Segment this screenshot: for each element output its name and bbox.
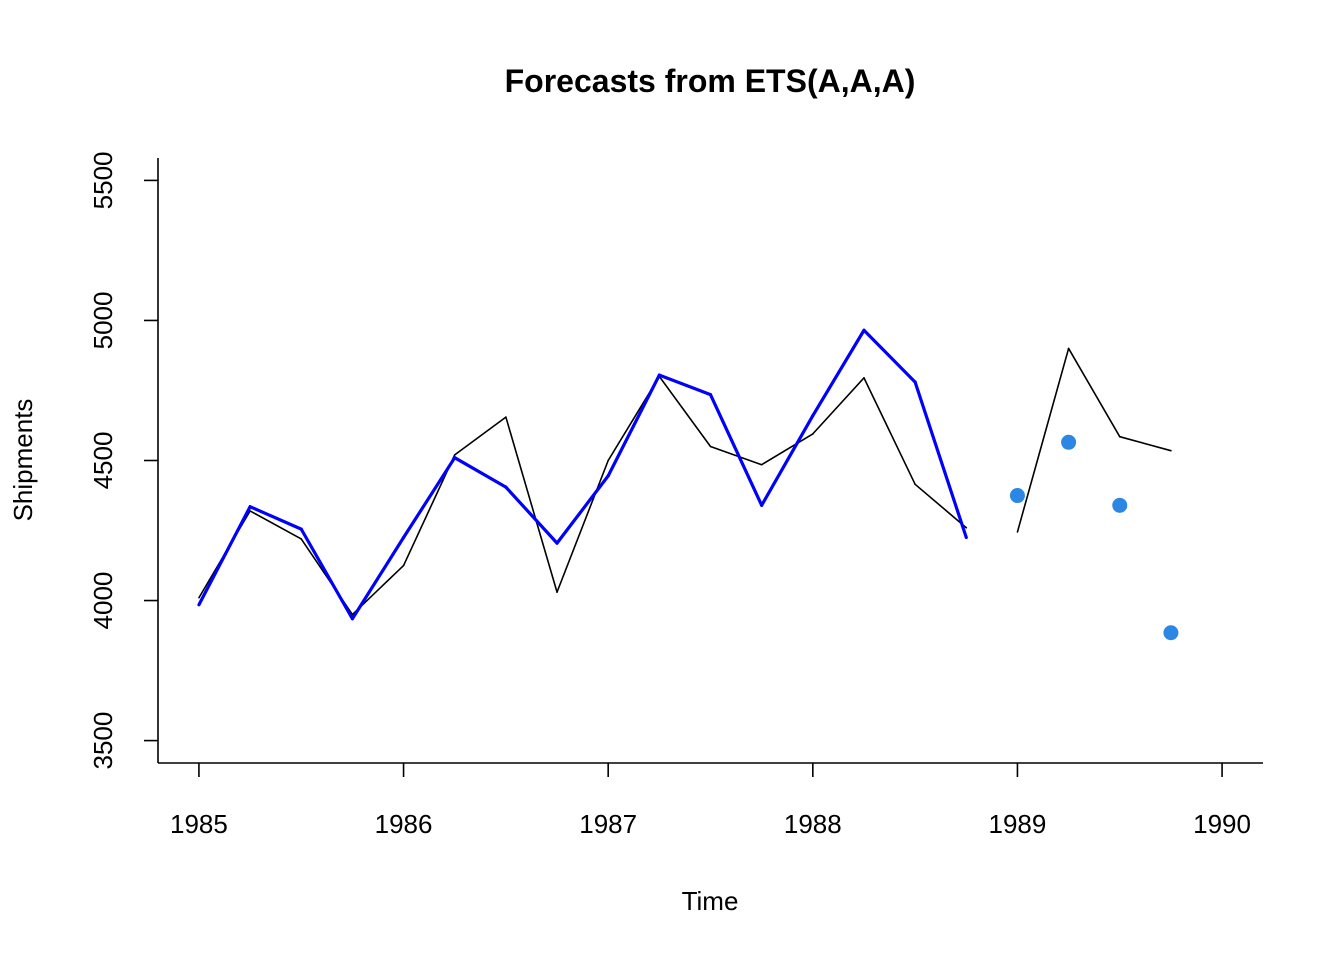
y-tick-label: 5500 (88, 151, 118, 209)
forecast-point (1061, 434, 1077, 450)
actual-shipments-segment (812, 377, 865, 435)
fitted-values-segment (913, 380, 968, 540)
fitted-values-segment (760, 414, 815, 507)
x-axis-title: Time (682, 886, 739, 916)
actual-shipments-segment (1118, 435, 1172, 452)
fitted-values-segment (248, 505, 303, 531)
fitted-values-segment (504, 485, 559, 545)
actual-shipments-segment (1067, 347, 1121, 438)
fitted-values-segment (811, 328, 866, 418)
fitted-values-segment (197, 505, 252, 607)
chart-title: Forecasts from ETS(A,A,A) (505, 63, 916, 99)
x-tick-label: 1987 (579, 809, 637, 839)
x-tick-label: 1988 (784, 809, 842, 839)
y-tick-label: 4500 (88, 432, 118, 490)
fitted-values-segment (862, 328, 917, 384)
actual-shipments-segment (556, 459, 609, 593)
y-tick-label: 4000 (88, 572, 118, 630)
actual-shipments-segment (863, 377, 916, 486)
x-tick-label: 1985 (170, 809, 228, 839)
actual-shipments-segment (709, 445, 763, 466)
forecast-point (1009, 488, 1025, 504)
fitted-values-segment (708, 393, 764, 507)
actual-shipments-segment (249, 510, 303, 540)
x-tick-label: 1989 (989, 809, 1047, 839)
y-axis-title: Shipments (8, 399, 38, 522)
actual-shipments-segment (914, 483, 968, 529)
fitted-values-segment (657, 373, 713, 397)
x-tick-label: 1990 (1193, 809, 1251, 839)
actual-shipments-segment (658, 375, 712, 448)
fitted-values-segment (401, 456, 457, 540)
plot-area: 1985 1986 1987 1988 1989 1990 3500 4000 4500 5000… (88, 151, 1263, 839)
fitted-values-segment (299, 527, 354, 621)
fitted-values-segment (350, 535, 406, 621)
actual-shipments-segment (760, 433, 814, 466)
fitted-values-segment (453, 456, 508, 489)
fitted-values-segment (555, 474, 610, 545)
forecast-point (1112, 497, 1128, 513)
x-tick-label: 1986 (375, 809, 433, 839)
actual-shipments-segment (505, 416, 558, 593)
fitted-values-segment (606, 373, 661, 478)
actual-shipments-segment (1016, 347, 1070, 533)
y-tick-label: 3500 (88, 712, 118, 770)
y-tick-label: 5000 (88, 292, 118, 350)
actual-shipments-segment (453, 416, 507, 456)
forecast-point (1163, 625, 1179, 641)
